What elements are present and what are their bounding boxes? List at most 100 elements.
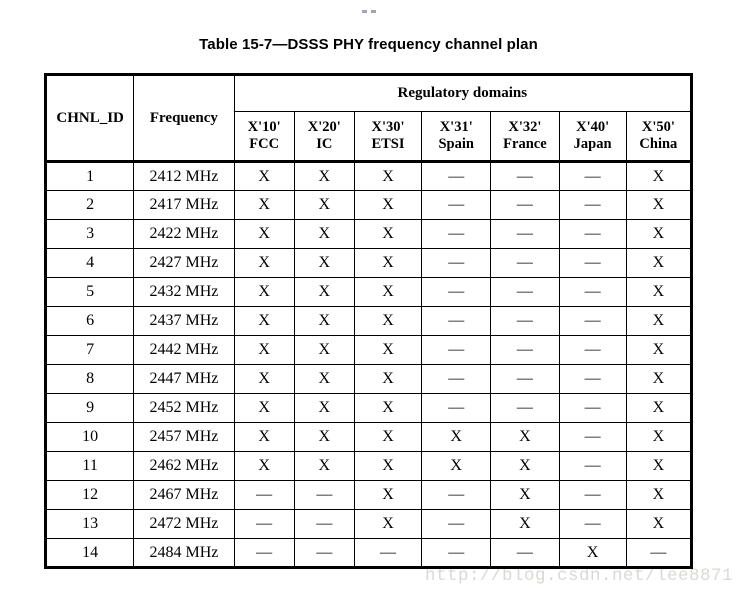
- col-header-frequency: Frequency: [133, 74, 235, 163]
- frequency-cell: 2472 MHz: [133, 509, 235, 539]
- domain-support-cell: X: [353, 277, 423, 307]
- domain-support-cell: X: [293, 190, 355, 220]
- frequency-cell: 2412 MHz: [133, 161, 235, 191]
- domain-support-cell: X: [293, 364, 355, 394]
- chnl-id-cell: 2: [44, 190, 135, 220]
- frequency-cell: 2484 MHz: [133, 538, 235, 568]
- domain-name: Spain: [438, 136, 474, 152]
- chnl-id-cell: 3: [44, 219, 135, 249]
- domain-support-cell: X: [233, 422, 295, 452]
- col-header-domain: X'10' FCC: [233, 111, 295, 163]
- chnl-id-cell: 5: [44, 277, 135, 307]
- frequency-cell: 2427 MHz: [133, 248, 235, 278]
- domain-support-cell: X: [625, 335, 693, 365]
- domain-support-cell: X: [558, 538, 627, 568]
- chnl-id-cell: 12: [44, 480, 135, 510]
- domain-support-cell: X: [233, 306, 295, 336]
- domain-support-cell: —: [490, 538, 560, 568]
- col-header-domain: X'32' France: [490, 111, 560, 163]
- domain-support-cell: —: [421, 161, 492, 191]
- domain-support-cell: —: [490, 335, 560, 365]
- domain-support-cell: X: [625, 451, 693, 481]
- domain-support-cell: X: [233, 364, 295, 394]
- domain-name: Japan: [573, 136, 612, 152]
- domain-support-cell: —: [558, 190, 627, 220]
- table-row: 14 2484 MHz — — — — — X —: [44, 538, 693, 568]
- domain-support-cell: X: [233, 451, 295, 481]
- frequency-cell: 2462 MHz: [133, 451, 235, 481]
- domain-support-cell: X: [293, 161, 355, 191]
- domain-support-cell: X: [233, 277, 295, 307]
- domain-support-cell: X: [625, 161, 693, 191]
- domain-code: X'10': [247, 118, 281, 135]
- domain-support-cell: X: [625, 509, 693, 539]
- domain-support-cell: —: [490, 219, 560, 249]
- chnl-id-cell: 11: [44, 451, 135, 481]
- domain-support-cell: X: [293, 277, 355, 307]
- domain-support-cell: X: [353, 190, 423, 220]
- domain-support-cell: X: [353, 422, 423, 452]
- table-row: 6 2437 MHz X X X — — — X: [44, 306, 693, 336]
- frequency-cell: 2442 MHz: [133, 335, 235, 365]
- domain-support-cell: —: [490, 248, 560, 278]
- col-header-domain: X'30' ETSI: [353, 111, 423, 163]
- domain-code: X'31': [439, 118, 473, 135]
- cropped-text-artifact: [362, 0, 380, 13]
- col-header-domain: X'40' Japan: [558, 111, 627, 163]
- domain-support-cell: —: [421, 248, 492, 278]
- domain-support-cell: X: [490, 422, 560, 452]
- domain-support-cell: X: [490, 451, 560, 481]
- domain-support-cell: X: [293, 393, 355, 423]
- domain-code: X'32': [508, 118, 542, 135]
- table-caption: Table 15-7—DSSS PHY frequency channel pl…: [199, 36, 538, 53]
- table-row: 11 2462 MHz X X X X X — X: [44, 451, 693, 481]
- cropped-glyph-fragment: [371, 10, 376, 13]
- domain-support-cell: —: [558, 451, 627, 481]
- domain-support-cell: X: [233, 335, 295, 365]
- chnl-id-cell: 7: [44, 335, 135, 365]
- table-row: 5 2432 MHz X X X — — — X: [44, 277, 693, 307]
- dsss-frequency-channel-table: CHNL_ID Frequency Regulatory domains X'1…: [44, 73, 693, 569]
- frequency-cell: 2422 MHz: [133, 219, 235, 249]
- domain-support-cell: X: [625, 277, 693, 307]
- domain-support-cell: —: [421, 306, 492, 336]
- frequency-cell: 2437 MHz: [133, 306, 235, 336]
- domain-support-cell: X: [233, 219, 295, 249]
- table-body: 1 2412 MHz X X X — — — X 2 2417 MHz X X X — — — X 3 2422 MH…: [44, 161, 693, 568]
- domain-support-cell: —: [558, 480, 627, 510]
- col-header-domain: X'50' China: [625, 111, 693, 163]
- table-header-row-group: CHNL_ID Frequency Regulatory domains: [44, 74, 693, 163]
- domain-support-cell: —: [233, 480, 295, 510]
- chnl-id-cell: 6: [44, 306, 135, 336]
- table-row: 8 2447 MHz X X X — — — X: [44, 364, 693, 394]
- domain-support-cell: —: [490, 277, 560, 307]
- domain-support-cell: X: [353, 306, 423, 336]
- domain-support-cell: —: [421, 393, 492, 423]
- frequency-cell: 2417 MHz: [133, 190, 235, 220]
- domain-code: X'30': [371, 118, 405, 135]
- domain-support-cell: —: [293, 509, 355, 539]
- domain-support-cell: —: [625, 538, 693, 568]
- chnl-id-cell: 8: [44, 364, 135, 394]
- domain-support-cell: X: [421, 451, 492, 481]
- domain-support-cell: —: [558, 306, 627, 336]
- domain-support-cell: X: [293, 306, 355, 336]
- domain-support-cell: X: [293, 219, 355, 249]
- domain-name: ETSI: [371, 136, 405, 152]
- domain-support-cell: —: [558, 277, 627, 307]
- domain-name: China: [639, 136, 678, 152]
- domain-support-cell: —: [421, 480, 492, 510]
- domain-support-cell: X: [490, 480, 560, 510]
- domain-support-cell: —: [490, 393, 560, 423]
- domain-support-cell: X: [625, 393, 693, 423]
- frequency-cell: 2432 MHz: [133, 277, 235, 307]
- chnl-id-cell: 1: [44, 161, 135, 191]
- domain-support-cell: —: [421, 364, 492, 394]
- domain-support-cell: X: [353, 161, 423, 191]
- col-header-chnl-id: CHNL_ID: [44, 74, 135, 163]
- table-row: 2 2417 MHz X X X — — — X: [44, 190, 693, 220]
- domain-support-cell: —: [293, 480, 355, 510]
- domain-support-cell: X: [293, 422, 355, 452]
- cropped-glyph-fragment: [362, 10, 367, 13]
